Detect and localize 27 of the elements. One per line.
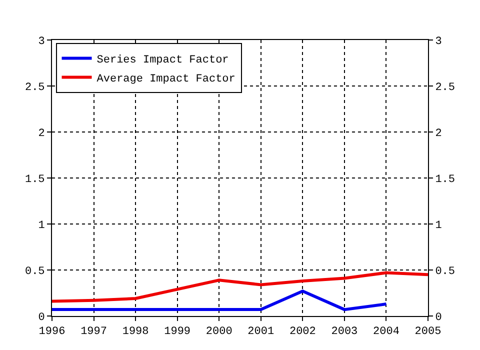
y-tick-label: 0 [38, 312, 45, 324]
y2-tick-label: 3 [435, 36, 442, 48]
y2-tick-label: 2.5 [435, 82, 456, 94]
y-tick-label: 1.5 [24, 174, 45, 186]
y-tick-label: 3 [38, 36, 45, 48]
x-tick-label: 2005 [414, 326, 442, 338]
y2-tick-label: 0 [435, 312, 442, 324]
x-tick-label: 1998 [122, 326, 149, 338]
y2-tick-label: 2 [435, 128, 442, 140]
x-tick-label: 2003 [331, 326, 358, 338]
x-tick-label: 2002 [289, 326, 316, 338]
x-tick-label: 2004 [373, 326, 400, 338]
x-tick-label: 2001 [248, 326, 274, 338]
x-tick-label: 2000 [206, 326, 232, 338]
legend-label: Series Impact Factor [96, 54, 229, 67]
x-tick-label: 1997 [80, 326, 107, 338]
y2-tick-label: 1 [435, 220, 442, 232]
y-tick-label: 1 [38, 220, 46, 232]
y2-tick-label: 0.5 [435, 266, 456, 278]
x-tick-label: 1999 [164, 326, 191, 338]
line-series [52, 271, 428, 303]
y-tick-label: 0.5 [24, 266, 45, 278]
y2-tick-label: 1.5 [435, 174, 456, 186]
y-tick-label: 2 [38, 128, 45, 140]
legend-label: Average Impact Factor [96, 74, 236, 86]
x-tick-label: 1996 [38, 326, 66, 338]
y-tick-label: 2.5 [24, 82, 45, 94]
